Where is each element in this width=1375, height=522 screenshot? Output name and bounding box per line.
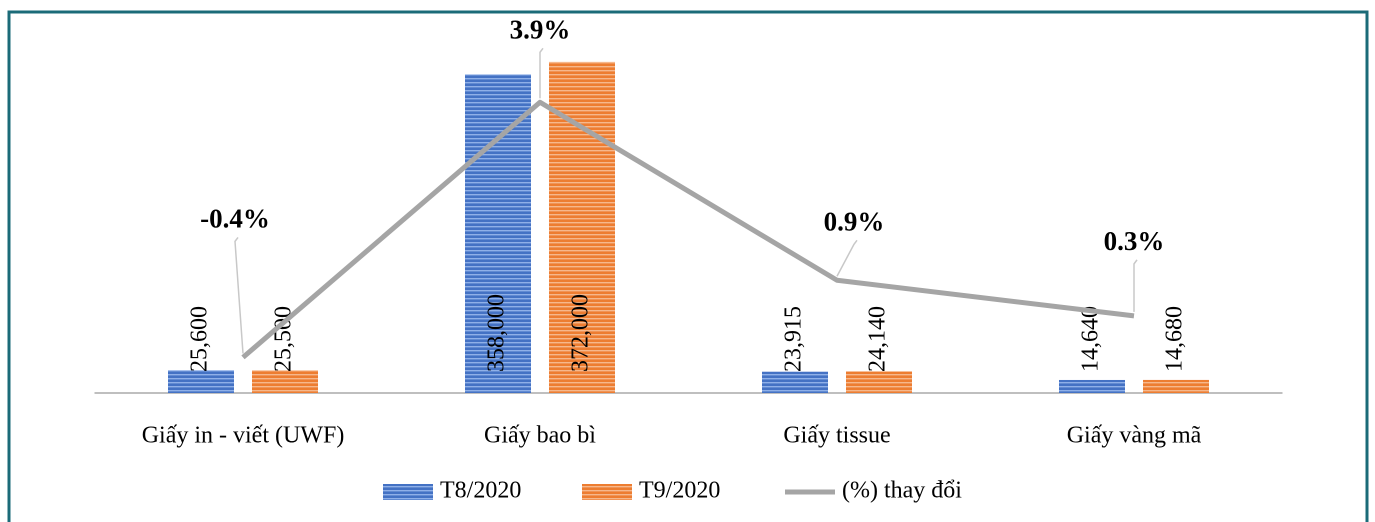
legend-label: (%) thay đổi (842, 478, 962, 504)
line-value-label: 0.9% (824, 206, 885, 236)
leader-line (539, 47, 544, 99)
bar (846, 371, 912, 393)
line (241, 99, 1135, 360)
bar (465, 74, 531, 393)
x-tick-label: Giấy vàng mã (1067, 423, 1202, 449)
bar-value-label: 24,140 (865, 306, 891, 372)
x-tick-label: Giấy tissue (783, 423, 890, 449)
legend-label: T8/2020 (440, 478, 521, 504)
bar (762, 371, 828, 393)
bar (168, 370, 234, 393)
frame (7, 10, 1369, 522)
bar-value-label: 358,000 (484, 294, 510, 372)
bar-value-label: 14,640 (1078, 306, 1104, 372)
line-value-label: 3.9% (510, 14, 571, 44)
leader-line (836, 239, 858, 277)
x-tick-label: Giấy in - viết (UWF) (142, 423, 345, 449)
leader-line (234, 236, 244, 354)
bar-value-label: 14,680 (1162, 306, 1188, 372)
line-value-label: 0.3% (1104, 226, 1165, 256)
bar-value-label: 23,915 (781, 306, 807, 372)
line-value-label: -0.4% (200, 204, 270, 234)
bar-value-label: 25,600 (187, 306, 213, 372)
x-tick-label: Giấy bao bì (484, 423, 596, 449)
legend-label: T9/2020 (639, 478, 720, 504)
bar-value-label: 372,000 (568, 294, 594, 372)
bar (1143, 379, 1209, 393)
bar (252, 370, 318, 393)
legend-swatch (383, 484, 433, 500)
leader-line (1133, 259, 1138, 312)
bar (1059, 379, 1125, 393)
legend-swatch (582, 484, 632, 500)
